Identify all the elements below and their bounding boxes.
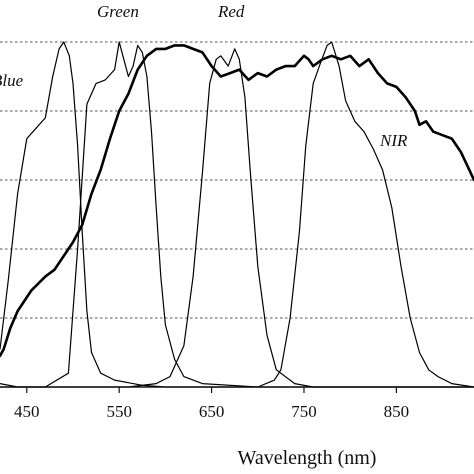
series-label-nir: NIR xyxy=(379,131,408,150)
series-lines xyxy=(0,41,474,388)
x-tick-label: 650 xyxy=(199,402,225,421)
series-label-blue: Blue xyxy=(0,71,24,90)
x-tick-label: 750 xyxy=(291,402,317,421)
series-label-red: Red xyxy=(217,2,245,21)
grid-lines xyxy=(0,41,474,319)
series-line-red xyxy=(0,48,474,388)
series-line-sensor-response xyxy=(0,44,474,358)
x-axis-title: Wavelength (nm) xyxy=(238,447,377,469)
series-line-nir xyxy=(0,41,474,388)
series-line-blue xyxy=(0,41,474,388)
x-tick-label: 550 xyxy=(106,402,132,421)
series-label-green: Green xyxy=(97,2,139,21)
x-tick-label: 850 xyxy=(384,402,410,421)
x-tick-label: 450 xyxy=(14,402,40,421)
x-ticks: 450 550 650 750 850 xyxy=(14,387,409,421)
series-line-green xyxy=(0,41,474,388)
